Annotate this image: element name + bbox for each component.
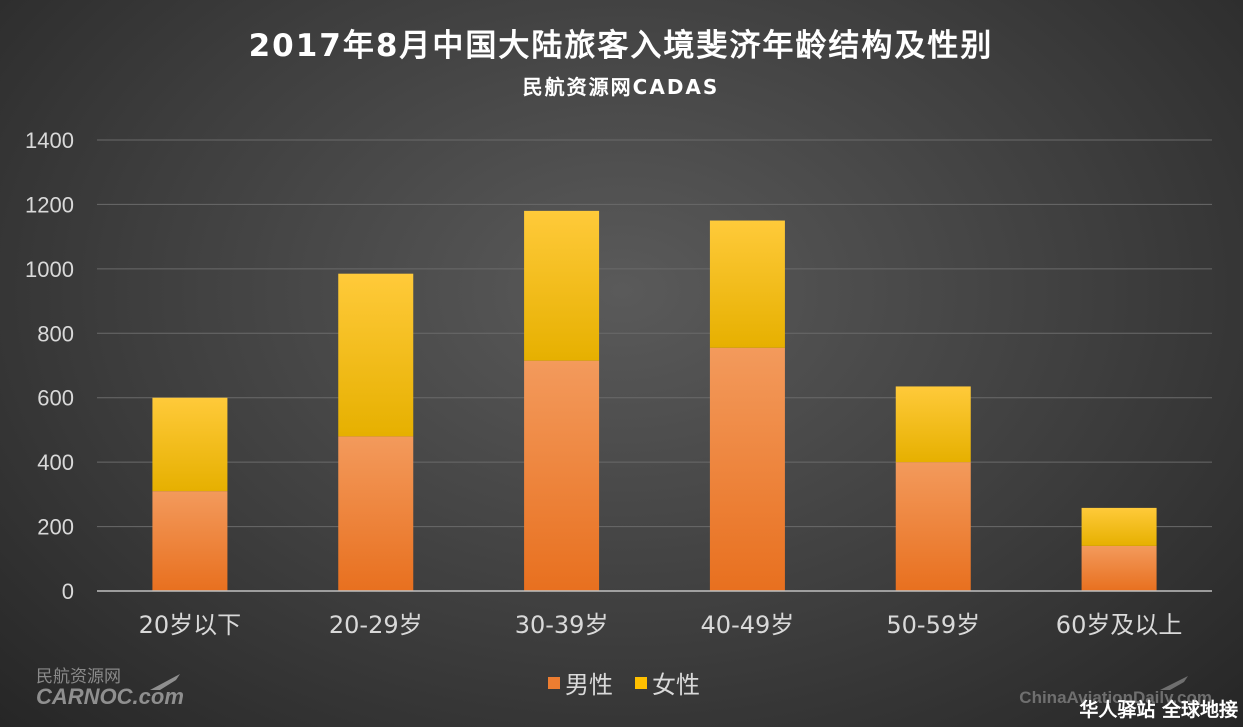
plane-icon-right: [1160, 676, 1188, 690]
x-tick-label: 50-59岁: [886, 611, 980, 639]
y-tick-label: 1400: [25, 128, 74, 153]
legend-label-0: 男性: [565, 671, 613, 699]
chart-subtitle: 民航资源网CADAS: [523, 75, 720, 99]
bar-male-1: [338, 436, 414, 591]
bar-male-3: [709, 347, 785, 591]
legend: 男性 女性: [548, 671, 700, 699]
y-tick-label: 1000: [25, 257, 74, 282]
legend-swatch-1: [635, 677, 647, 689]
x-tick-label: 40-49岁: [701, 611, 795, 639]
bar-male-5: [1081, 545, 1157, 591]
y-tick-label: 0: [62, 579, 74, 604]
x-tick-label: 20-29岁: [329, 611, 423, 639]
watermark-right-cn: 华人驿站 全球地接: [1079, 698, 1238, 721]
bar-female-4: [895, 386, 971, 463]
bar-female-2: [524, 210, 600, 361]
y-axis-ticks: 0 200 400 600 800 1000 1200 1400: [25, 128, 74, 604]
watermark-right-logo: ChinaAviationDaily.com: [1019, 688, 1212, 707]
chart-title: 2017年8月中国大陆旅客入境斐济年龄结构及性别: [249, 28, 994, 64]
x-tick-label: 60岁及以上: [1056, 611, 1183, 639]
y-tick-label: 400: [37, 450, 74, 475]
plane-icon: [150, 674, 180, 690]
watermark-left-cn: 民航资源网: [36, 667, 121, 687]
bar-female-0: [152, 397, 228, 492]
y-tick-label: 800: [37, 321, 74, 346]
bar-male-2: [524, 360, 600, 591]
y-tick-label: 200: [37, 515, 74, 540]
y-tick-label: 600: [37, 386, 74, 411]
bar-female-5: [1081, 507, 1157, 546]
gridlines: [97, 139, 1212, 528]
bar-female-1: [338, 273, 414, 437]
bars: [152, 210, 1157, 591]
bar-female-3: [709, 220, 785, 348]
bar-male-0: [152, 491, 228, 591]
bar-male-4: [895, 462, 971, 591]
x-tick-label: 20岁以下: [139, 611, 242, 639]
y-tick-label: 1200: [25, 192, 74, 217]
legend-swatch-0: [548, 677, 560, 689]
x-axis-categories: 20岁以下 20-29岁 30-39岁 40-49岁 50-59岁 60岁及以上: [139, 611, 1183, 639]
x-tick-label: 30-39岁: [515, 611, 609, 639]
legend-label-1: 女性: [652, 671, 700, 699]
